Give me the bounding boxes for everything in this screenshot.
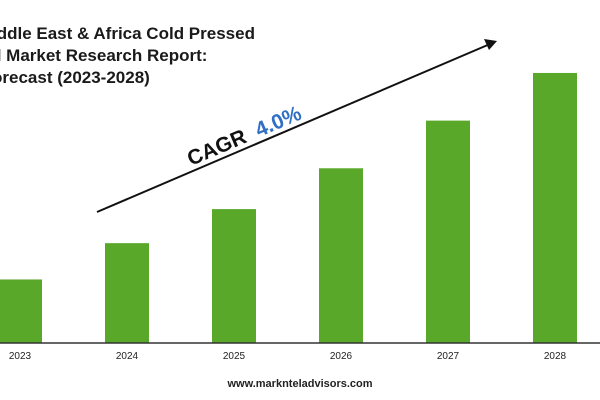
x-tick-label: 2026 xyxy=(330,351,353,362)
cagr-value: 4.0% xyxy=(252,102,305,142)
bar-2028 xyxy=(533,72,577,343)
bars-layer xyxy=(0,72,577,343)
x-tick-label: 2028 xyxy=(544,351,567,362)
title-line-2: il Market Research Report: xyxy=(0,46,208,65)
bar-2024 xyxy=(105,243,149,343)
title-line-1: iddle East & Africa Cold Pressed xyxy=(0,24,255,43)
x-tick-label: 2025 xyxy=(223,351,246,362)
bar-2025 xyxy=(212,209,256,343)
bar-2027 xyxy=(426,120,470,343)
bar-2023 xyxy=(0,279,42,343)
cagr-arrow-line xyxy=(96,43,491,213)
cagr-label: CAGR 4.0% xyxy=(184,102,305,171)
footer-url: www.marknteladvisors.com xyxy=(227,378,373,390)
title-line-3: orecast (2023-2028) xyxy=(0,68,150,87)
cagr-arrow-head xyxy=(484,39,497,50)
x-tick-label: 2023 xyxy=(9,351,32,362)
ticks-layer: 2023 2024 2025 2026 2027 2028 xyxy=(9,351,567,362)
x-tick-label: 2024 xyxy=(116,351,139,362)
x-tick-label: 2027 xyxy=(437,351,460,362)
chart-title: iddle East & Africa Cold Pressed il Mark… xyxy=(0,23,312,89)
cagr-label-text: CAGR xyxy=(184,125,250,170)
cagr-annotation: CAGR 4.0% xyxy=(184,102,305,171)
bar-2026 xyxy=(319,168,363,343)
